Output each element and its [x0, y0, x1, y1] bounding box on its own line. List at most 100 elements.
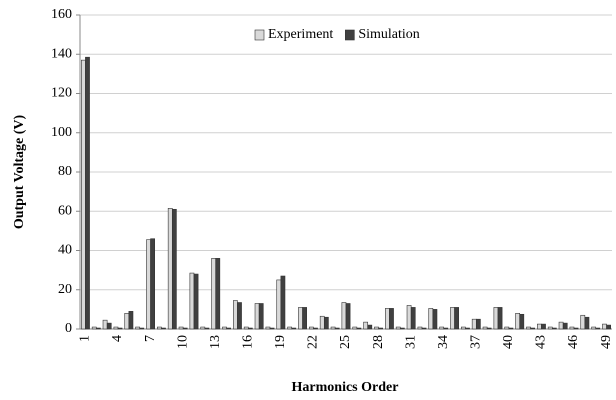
bar [298, 307, 303, 330]
bar [374, 326, 379, 330]
bar [367, 324, 373, 330]
bar [591, 326, 597, 330]
bar [226, 327, 231, 330]
y-tick-label: 140 [51, 46, 72, 61]
y-tick-label: 40 [58, 243, 72, 258]
bar [461, 326, 466, 330]
bar [363, 321, 369, 330]
bar [211, 258, 217, 330]
bar [287, 326, 293, 330]
bar [189, 272, 195, 330]
bar [439, 326, 445, 330]
bar [530, 327, 535, 330]
bar [356, 327, 362, 330]
bar [580, 314, 586, 330]
bar [124, 312, 130, 330]
bar [280, 275, 286, 330]
bar [309, 326, 314, 330]
bar [81, 59, 86, 330]
bar [319, 315, 325, 330]
x-tick-label: 49 [599, 335, 614, 349]
x-tick-label: 19 [273, 335, 288, 349]
bar [243, 326, 249, 330]
y-tick-label: 100 [51, 125, 72, 140]
x-tick-label: 1 [78, 335, 93, 342]
bar [291, 327, 297, 330]
bar [233, 300, 238, 330]
bar [128, 311, 134, 330]
x-tick-label: 13 [208, 335, 223, 349]
y-tick-label: 120 [51, 86, 72, 101]
y-tick-label: 80 [58, 164, 72, 179]
bar [150, 238, 155, 330]
bar [85, 56, 90, 330]
bar [193, 273, 199, 330]
legend-swatch [254, 29, 265, 41]
bar [341, 302, 347, 330]
bar [167, 208, 173, 330]
bar [410, 307, 416, 330]
bar [504, 326, 510, 330]
bar [569, 326, 575, 330]
bar [182, 327, 188, 330]
bar [222, 326, 227, 330]
x-tick-label: 37 [469, 335, 484, 349]
bar [497, 307, 503, 330]
bar [200, 326, 206, 330]
bar [139, 327, 145, 330]
bar [102, 319, 108, 330]
x-axis-label: Harmonics Order [292, 380, 399, 395]
x-tick-label: 40 [501, 335, 516, 349]
bar [258, 303, 264, 330]
bar [113, 326, 119, 330]
bar [508, 327, 514, 330]
x-tick-label: 7 [143, 335, 158, 342]
bar [106, 322, 112, 330]
x-tick-label: 4 [110, 335, 125, 342]
x-tick-label: 34 [436, 335, 451, 349]
bar [602, 323, 607, 330]
bar [399, 327, 405, 330]
bar [486, 327, 492, 330]
bar [471, 318, 477, 330]
bar [443, 327, 449, 330]
bar [584, 316, 590, 330]
bar [352, 326, 358, 330]
bar [117, 327, 123, 330]
bar [454, 307, 459, 330]
legend-label: Simulation [358, 27, 419, 42]
bar [302, 307, 307, 330]
bar [395, 326, 401, 330]
bar [541, 323, 546, 330]
bar [406, 305, 412, 330]
bar [547, 326, 553, 330]
bar [385, 308, 390, 330]
bar [313, 327, 318, 330]
bar [330, 326, 336, 330]
bar [475, 318, 481, 330]
bar [493, 307, 499, 330]
y-tick-label: 20 [58, 282, 72, 297]
bar [573, 327, 579, 330]
bar [204, 327, 210, 330]
bar [323, 316, 329, 330]
bar [157, 326, 162, 330]
bar [91, 326, 97, 330]
bar [537, 323, 542, 330]
bar [345, 303, 351, 330]
bar [389, 308, 394, 330]
bar [515, 312, 521, 330]
bar [432, 309, 438, 330]
x-tick-label: 25 [338, 335, 353, 349]
bar [215, 258, 221, 330]
bar [135, 326, 141, 330]
bar [551, 327, 557, 330]
bar [562, 322, 568, 330]
bar [606, 324, 611, 330]
bar [421, 327, 427, 330]
y-tick-label: 160 [51, 7, 72, 22]
bar [276, 279, 282, 330]
bar [146, 239, 151, 330]
bar [595, 327, 601, 330]
